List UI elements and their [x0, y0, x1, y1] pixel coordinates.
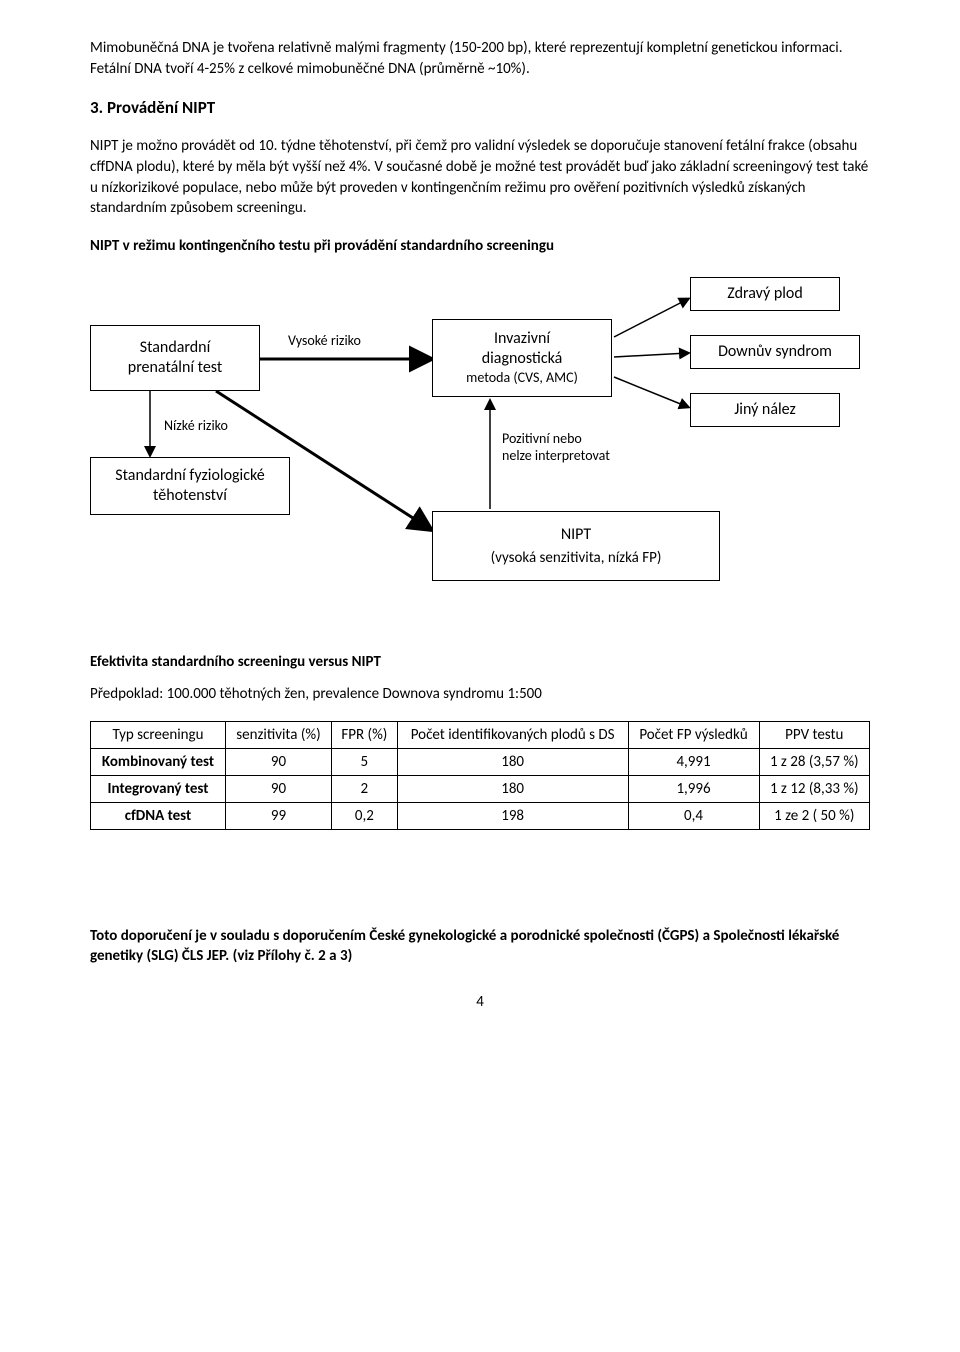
table-cell: 90 [225, 776, 331, 803]
edge-label-high-risk: Vysoké riziko [288, 333, 361, 350]
table-header-cell: FPR (%) [331, 722, 397, 749]
node-text-line2: diagnostická [482, 349, 563, 369]
node-text: Downův syndrom [718, 342, 832, 362]
table-header-cell: PPV testu [759, 722, 869, 749]
flowchart-diagram: Standardní prenatální test Standardní fy… [90, 277, 870, 637]
edge-label-positive: Pozitivní nebo nelze interpretovat [502, 431, 662, 465]
node-nipt: NIPT (vysoká senzitivita, nízká FP) [432, 511, 720, 581]
node-text-line3: metoda (CVS, AMC) [466, 369, 578, 387]
table-header-cell: Počet FP výsledků [628, 722, 759, 749]
table-cell: 180 [397, 749, 628, 776]
table-cell: 1 ze 2 ( 50 %) [759, 803, 869, 830]
table-header-cell: Počet identifikovaných plodů s DS [397, 722, 628, 749]
table-row: cfDNA test 99 0,2 198 0,4 1 ze 2 ( 50 %) [91, 803, 870, 830]
table-row: Kombinovaný test 90 5 180 4,991 1 z 28 (… [91, 749, 870, 776]
table-cell: 180 [397, 776, 628, 803]
table-cell: 99 [225, 803, 331, 830]
table-cell: 0,2 [331, 803, 397, 830]
node-text-line2: (vysoká senzitivita, nízká FP) [491, 549, 662, 568]
node-standard-prenatal-test: Standardní prenatální test [90, 325, 260, 391]
edge-label-low-risk: Nízké riziko [164, 418, 228, 435]
paragraph-intro: Mimobuněčná DNA je tvořena relativně mal… [90, 38, 870, 79]
node-text: Standardní fyziologické těhotenství [115, 466, 264, 506]
paragraph-procedure: NIPT je možno provádět od 10. týdne těho… [90, 136, 870, 219]
node-text: Standardní prenatální test [128, 338, 222, 378]
table-cell: 1 z 12 (8,33 %) [759, 776, 869, 803]
node-text-line1: NIPT [561, 525, 591, 545]
table-cell: cfDNA test [91, 803, 226, 830]
table-cell: 198 [397, 803, 628, 830]
table-cell: 90 [225, 749, 331, 776]
table-assumption-text: Předpoklad: 100.000 těhotných žen, preva… [90, 685, 870, 703]
table-cell: Kombinovaný test [91, 749, 226, 776]
table-row: Integrovaný test 90 2 180 1,996 1 z 12 (… [91, 776, 870, 803]
node-text-line1: Invazivní [494, 329, 550, 349]
table-subheading: Efektivita standardního screeningu versu… [90, 653, 870, 671]
table-cell: 1,996 [628, 776, 759, 803]
node-text: Zdravý plod [727, 284, 803, 304]
heading-section-3: 3. Provádění NIPT [90, 97, 870, 118]
table-cell: 2 [331, 776, 397, 803]
comparison-table: Typ screeningu senzitivita (%) FPR (%) P… [90, 721, 870, 830]
table-cell: 4,991 [628, 749, 759, 776]
table-cell: 5 [331, 749, 397, 776]
node-down-syndrome: Downův syndrom [690, 335, 860, 369]
node-healthy-fetus: Zdravý plod [690, 277, 840, 311]
footnote-compliance: Toto doporučení je v souladu s doporučen… [90, 926, 870, 967]
table-cell: Integrovaný test [91, 776, 226, 803]
node-standard-physiological-pregnancy: Standardní fyziologické těhotenství [90, 457, 290, 515]
table-header-cell: Typ screeningu [91, 722, 226, 749]
table-cell: 1 z 28 (3,57 %) [759, 749, 869, 776]
node-invasive-diagnostic: Invazivní diagnostická metoda (CVS, AMC) [432, 319, 612, 397]
table-header-cell: senzitivita (%) [225, 722, 331, 749]
node-other-finding: Jiný nález [690, 393, 840, 427]
table-header-row: Typ screeningu senzitivita (%) FPR (%) P… [91, 722, 870, 749]
table-cell: 0,4 [628, 803, 759, 830]
page-number: 4 [90, 993, 870, 1011]
node-text: Jiný nález [734, 400, 796, 420]
diagram-subheading: NIPT v režimu kontingenčního testu při p… [90, 237, 870, 255]
